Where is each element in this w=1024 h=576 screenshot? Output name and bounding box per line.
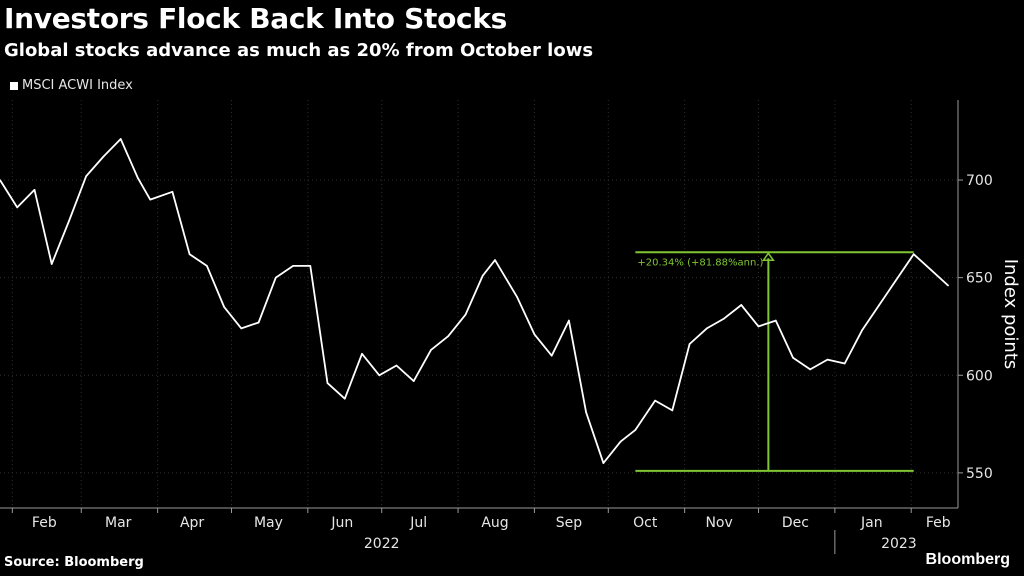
- data-point: [361, 352, 363, 355]
- series-line-msci-acwi: [0, 138, 949, 464]
- data-point: [861, 329, 863, 332]
- x-tick-label: Aug: [481, 515, 508, 531]
- data-point: [16, 206, 19, 209]
- y-tick-label: 650: [966, 271, 993, 287]
- data-point: [723, 317, 725, 320]
- data-point: [619, 440, 622, 443]
- data-point: [430, 349, 432, 351]
- data-point: [171, 190, 174, 193]
- data-point: [947, 284, 949, 287]
- x-tick-label: May: [254, 515, 283, 531]
- data-point: [516, 296, 518, 298]
- data-point: [188, 253, 191, 256]
- data-point: [395, 364, 398, 367]
- bloomberg-logo: Bloomberg: [925, 551, 1010, 568]
- legend-label: MSCI ACWI Index: [22, 78, 133, 93]
- data-point: [275, 276, 277, 279]
- annotation-label: +20.34% (+81.88%ann.): [637, 257, 763, 268]
- data-point: [602, 462, 605, 464]
- annotation-arrowhead: [761, 251, 775, 262]
- chart-title: Investors Flock Back Into Stocks: [4, 2, 508, 35]
- source-note: Source: Bloomberg: [4, 555, 144, 570]
- data-point: [412, 380, 415, 382]
- data-point: [792, 356, 794, 359]
- y-tick-label: 600: [966, 368, 993, 384]
- x-tick-label: Apr: [180, 515, 204, 531]
- data-point: [774, 319, 777, 322]
- data-point: [33, 188, 36, 191]
- data-point: [494, 259, 496, 261]
- data-point: [843, 362, 846, 365]
- data-point: [68, 220, 70, 222]
- data-point: [481, 274, 484, 277]
- data-point: [568, 319, 570, 322]
- data-point: [240, 327, 243, 330]
- data-point: [654, 399, 656, 402]
- legend: MSCI ACWI Index: [10, 78, 133, 93]
- data-point: [757, 325, 760, 328]
- data-point: [119, 138, 122, 140]
- x-tick-label: Mar: [105, 515, 132, 531]
- data-point: [223, 306, 225, 308]
- data-point: [930, 269, 932, 271]
- data-point: [292, 265, 294, 267]
- data-point: [378, 374, 381, 377]
- data-point: [102, 155, 105, 158]
- x-tick-label: Oct: [633, 515, 658, 531]
- x-tick-label: Feb: [926, 515, 951, 531]
- data-point: [533, 333, 536, 336]
- x-tick-label: Jan: [860, 515, 883, 531]
- data-point: [585, 411, 587, 414]
- data-point: [257, 321, 260, 324]
- data-point: [550, 354, 553, 357]
- x-tick-label: Dec: [782, 515, 809, 531]
- data-point: [809, 368, 812, 371]
- data-point: [0, 179, 1, 181]
- data-point: [740, 304, 743, 306]
- y-tick-label: 700: [966, 173, 993, 189]
- data-point: [688, 343, 691, 345]
- data-point: [878, 304, 880, 306]
- data-point: [895, 278, 898, 281]
- data-point: [149, 198, 152, 201]
- data-point: [343, 397, 346, 400]
- x-tick-label: Feb: [32, 515, 57, 531]
- data-point: [85, 175, 87, 177]
- chart-subtitle: Global stocks advance as much as 20% fro…: [4, 40, 594, 61]
- year-label: 2023: [881, 536, 917, 552]
- data-point: [206, 265, 208, 267]
- data-point: [634, 429, 637, 431]
- legend-swatch: [10, 81, 18, 90]
- data-point: [671, 409, 674, 412]
- data-point: [447, 335, 450, 338]
- data-point: [706, 327, 708, 330]
- x-tick-label: Jun: [330, 515, 353, 531]
- year-label: 2022: [364, 536, 400, 552]
- data-point: [326, 382, 329, 384]
- data-point: [464, 313, 467, 316]
- x-tick-label: Jul: [409, 515, 427, 531]
- data-point: [50, 263, 53, 265]
- y-tick-label: 550: [966, 466, 993, 482]
- x-tick-label: Nov: [705, 515, 732, 531]
- y-axis-title: Index points: [1000, 259, 1021, 370]
- data-point: [826, 358, 829, 361]
- data-point: [137, 177, 139, 179]
- data-point: [912, 253, 915, 256]
- x-tick-label: Sep: [556, 515, 583, 531]
- data-point: [309, 265, 312, 267]
